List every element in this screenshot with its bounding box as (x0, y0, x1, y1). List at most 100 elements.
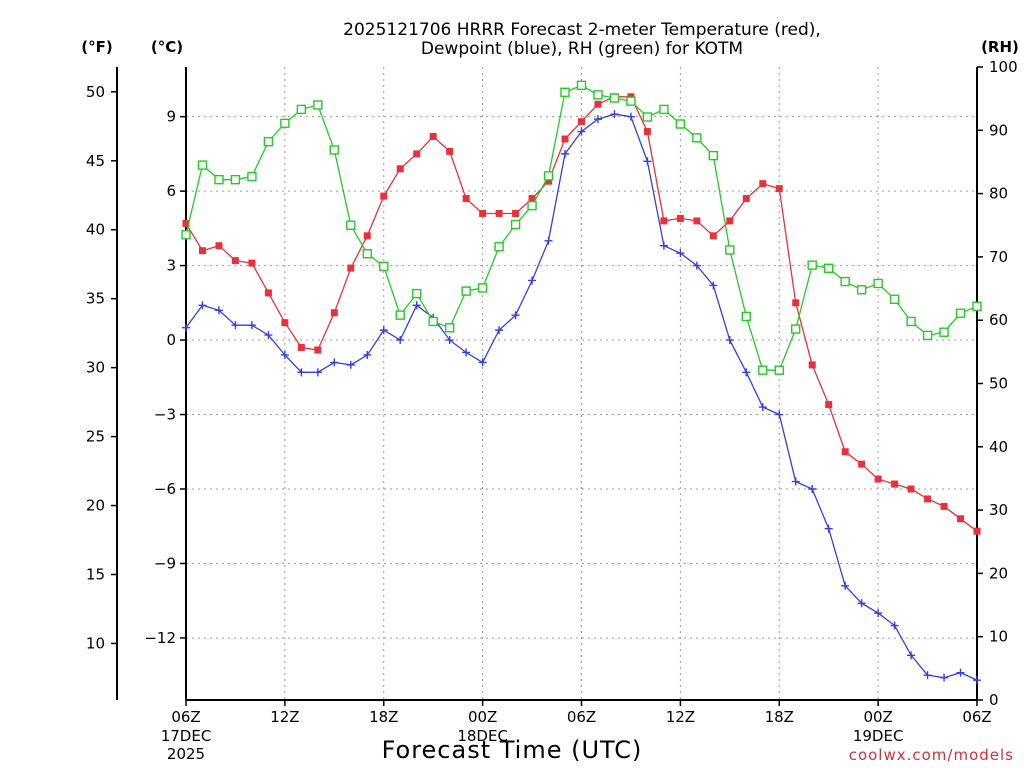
temperature-point (561, 135, 569, 143)
rh-point (642, 112, 653, 122)
rh-tick-label: 20 (989, 564, 1008, 582)
rh-point (313, 100, 323, 110)
fahrenheit-tick-label: 40 (86, 221, 105, 239)
dewpoint-point (973, 676, 981, 685)
rh-point (725, 245, 735, 255)
rh-point (889, 294, 900, 305)
x-tick-label: 18Z (765, 708, 794, 726)
x-tick-label: 18Z (369, 708, 398, 726)
rh-point (527, 200, 537, 211)
rh-tick-label: 10 (989, 628, 1008, 646)
celsius-unit-label: (°C) (151, 38, 183, 56)
temperature-point (676, 214, 684, 222)
temperature-point (495, 209, 503, 217)
temperature-point (891, 480, 899, 488)
dewpoint-point (956, 668, 965, 677)
dewpoint-point (857, 599, 866, 608)
rh-point (626, 96, 636, 106)
temperature-point (660, 217, 668, 225)
rh-point (444, 323, 455, 333)
dewpoint-point (610, 110, 619, 119)
temperature-point (198, 247, 206, 255)
dewpoint-point (214, 306, 223, 315)
x-tick-label: 06Z (171, 708, 200, 726)
fahrenheit-tick-label: 30 (86, 359, 105, 377)
temperature-point (792, 299, 800, 307)
rh-tick-label: 0 (989, 691, 999, 709)
temperature-point (281, 319, 289, 327)
chart-title-line1: 2025121706 HRRR Forecast 2-meter Tempera… (343, 20, 821, 40)
rh-point (774, 365, 784, 375)
dewpoint-point (626, 112, 635, 121)
rh-point (906, 316, 916, 327)
rh-series (181, 80, 982, 375)
dewpoint-point (511, 311, 520, 320)
rh-point (609, 93, 620, 103)
dewpoint-point (659, 241, 668, 250)
dewpoint-point (874, 609, 883, 618)
temperature-point (808, 361, 816, 369)
rh-point (758, 365, 768, 375)
rh-point (972, 301, 982, 311)
dewpoint-point (363, 350, 372, 359)
rh-point (510, 219, 521, 230)
rh-point (214, 174, 224, 185)
x-axis-title: Forecast Time (UTC) (382, 736, 643, 764)
celsius-tick-label: 6 (166, 182, 176, 200)
x-tick-date-label: 17DEC (161, 727, 212, 745)
rh-point (263, 136, 274, 147)
temperature-point (924, 495, 932, 503)
x-tick-year-label: 2025 (167, 745, 205, 763)
rh-point (412, 288, 422, 299)
dewpoint-point (791, 477, 800, 486)
temperature-series (182, 93, 981, 535)
x-tick-label: 12Z (270, 708, 299, 726)
rh-point (741, 311, 751, 322)
dewpoint-point (907, 651, 916, 660)
temperature-point (396, 165, 404, 173)
x-tick-label: 12Z (666, 708, 695, 726)
fahrenheit-tick-label: 25 (86, 428, 105, 446)
temperature-point (545, 177, 553, 185)
dewpoint-point (923, 671, 932, 680)
dewpoint-point (758, 403, 767, 412)
dewpoint-point (528, 276, 537, 285)
temperature-point (330, 309, 338, 317)
temperature-point (742, 195, 750, 203)
fahrenheit-unit-label: (°F) (81, 38, 112, 56)
dewpoint-point (346, 360, 355, 369)
rh-point (428, 316, 438, 327)
rh-point (329, 145, 340, 155)
temperature-point (643, 128, 651, 136)
dewpoint-series (182, 110, 981, 685)
rh-point (939, 327, 949, 337)
rh-point (247, 171, 257, 182)
temperature-point (973, 527, 981, 535)
dewpoint-point (808, 485, 817, 493)
rh-point (840, 276, 850, 287)
chart-title-line2: Dewpoint (blue), RH (green) for KOTM (421, 39, 743, 59)
temperature-point (957, 515, 965, 523)
temperature-point (709, 232, 717, 240)
temperature-point (413, 150, 421, 158)
rh-point (807, 260, 817, 270)
temperature-point (528, 195, 536, 203)
rh-tick-label: 40 (989, 438, 1008, 456)
temperature-point (297, 344, 305, 352)
temperature-point (940, 502, 948, 510)
temperature-point (759, 180, 767, 188)
celsius-tick-label: −9 (154, 554, 176, 572)
credit-text: coolwx.com/models (849, 746, 1014, 764)
rh-point (362, 249, 372, 259)
dewpoint-point (182, 323, 190, 332)
rh-point (593, 90, 603, 100)
rh-point (708, 150, 719, 161)
x-tick-date-label: 18DEC (457, 727, 508, 745)
rh-point (280, 118, 290, 129)
temperature-point (594, 100, 602, 108)
temperature-point (446, 147, 454, 155)
celsius-tick-label: −3 (154, 406, 176, 424)
dewpoint-point (495, 326, 504, 335)
